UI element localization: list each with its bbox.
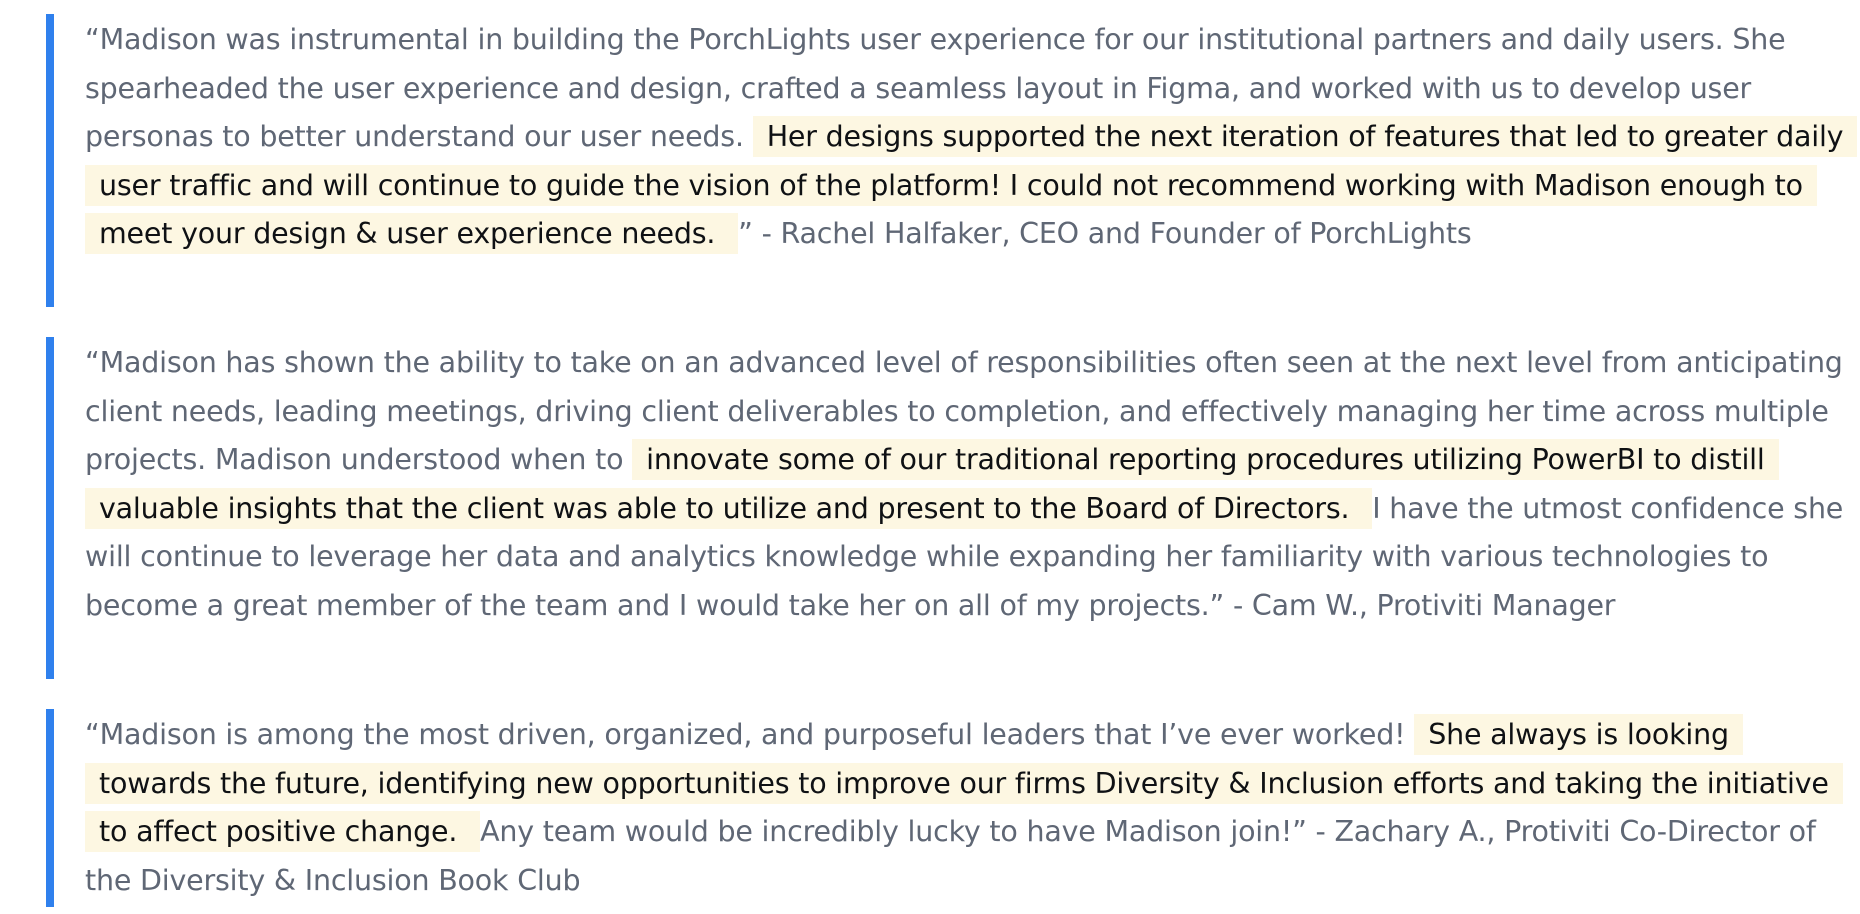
testimonials-section: “Madison was instrumental in building th… <box>46 14 1858 907</box>
quote-text: “Madison has shown the ability to take o… <box>85 346 1843 476</box>
quote-text: “Madison is among the most driven, organ… <box>85 718 1415 751</box>
quote-attribution: ” - Rachel Halfaker, CEO and Founder of … <box>738 217 1472 250</box>
quote-attribution: I have the utmost confidence she will co… <box>85 491 1844 622</box>
quote-attribution: Any team would be incredibly lucky to ha… <box>85 815 1816 897</box>
testimonial-quote-book-club: “Madison is among the most driven, organ… <box>46 709 1846 907</box>
testimonial-quote-porchlights: “Madison was instrumental in building th… <box>46 14 1858 307</box>
quote-text: “Madison was instrumental in building th… <box>85 23 1786 153</box>
testimonial-quote-protiviti-manager: “Madison has shown the ability to take o… <box>46 337 1846 679</box>
